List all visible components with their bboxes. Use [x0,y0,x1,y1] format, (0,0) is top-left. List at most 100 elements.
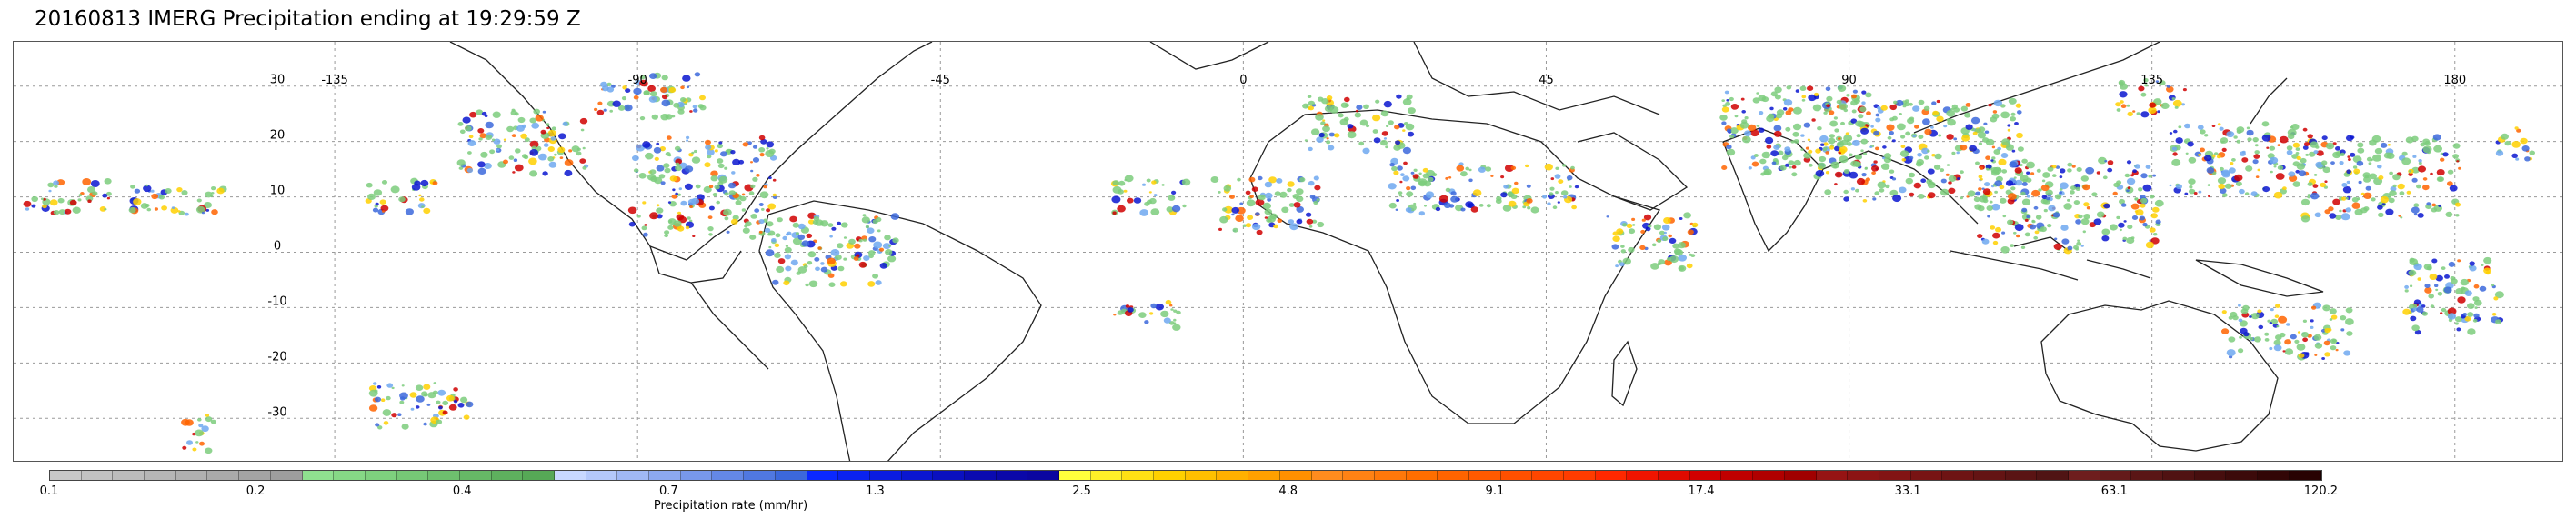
precipitation-cell [1235,215,1244,222]
precipitation-colorbar [49,470,2322,481]
precipitation-cell [2140,111,2150,118]
precipitation-cell [1526,184,1531,188]
colorbar-cell [555,471,586,480]
precipitation-cell [2366,156,2372,162]
precipitation-cell [2348,158,2351,161]
precipitation-cell [1803,152,1812,159]
precipitation-cell [2236,139,2241,144]
precipitation-cell [2431,203,2436,207]
precipitation-cell [2330,345,2337,351]
precipitation-cell [837,243,844,249]
precipitation-cell [2288,134,2295,140]
precipitation-cell [2034,230,2040,235]
precipitation-cell [1905,177,1913,185]
precipitation-cell [1316,198,1320,202]
precipitation-cell [766,141,775,148]
precipitation-cell [609,109,613,113]
precipitation-cell [2107,167,2113,173]
precipitation-cell [1111,195,1121,204]
precipitation-cell [1922,118,1930,125]
precipitation-cell [1148,191,1152,194]
precipitation-cell [1237,177,1241,182]
precipitation-cell [680,85,685,90]
precipitation-cell [1394,125,1400,130]
precipitation-cell [758,147,766,153]
precipitation-cell [1893,100,1898,105]
precipitation-cell [2253,336,2261,343]
precipitation-cell [2116,108,2121,112]
precipitation-cell [1817,126,1822,131]
precipitation-cell [1889,131,1894,135]
precipitation-cell [2157,110,2160,114]
precipitation-cell [2378,212,2384,217]
precipitation-cell [684,183,693,190]
precipitation-cell [2340,328,2345,332]
precipitation-cell [2140,197,2148,204]
precipitation-cell [1741,110,1746,114]
precipitation-cell [1306,218,1314,225]
precipitation-cell [1725,101,1730,106]
precipitation-cell [868,236,877,243]
precipitation-cell [1991,113,2000,119]
precipitation-cell [812,220,819,225]
precipitation-cell [2424,284,2431,288]
precipitation-cell [102,193,108,198]
precipitation-cell [2193,192,2198,195]
precipitation-cell [797,223,806,230]
coastlines [449,42,2324,461]
precipitation-cell [2067,245,2073,251]
precipitation-cell [2402,308,2411,315]
precipitation-cell [366,182,373,188]
precipitation-cell [432,181,438,185]
precipitation-cell [668,87,677,93]
precipitation-cell [707,149,715,155]
precipitation-cell [1496,196,1502,201]
precipitation-cell [2040,185,2050,192]
precipitation-cell [617,105,626,111]
precipitation-cell [1931,101,1937,105]
precipitation-cell [1569,185,1572,188]
precipitation-cell [454,400,458,404]
precipitation-cell [2269,346,2273,351]
precipitation-cell [2445,211,2453,217]
precipitation-cell [1381,131,1388,136]
precipitation-cell [1834,183,1838,186]
precipitation-cell [2060,168,2066,174]
precipitation-cell [661,94,668,100]
precipitation-cell [2311,305,2317,310]
precipitation-cell [1395,208,1398,211]
precipitation-cell [1900,135,1906,139]
precipitation-cell [1913,182,1921,189]
precipitation-cell [806,233,813,238]
precipitation-cell [1729,134,1735,139]
precipitation-cell [1557,201,1560,204]
precipitation-cell [759,153,765,157]
precipitation-cell [1899,186,1907,194]
colorbar-cell [649,471,681,480]
precipitation-cell [2324,352,2330,357]
precipitation-cell [2521,145,2530,152]
precipitation-cell [1170,308,1174,311]
precipitation-cell [1402,98,1412,105]
precipitation-cell [2428,294,2434,299]
precipitation-cell [2207,184,2210,186]
precipitation-cell [2239,335,2242,339]
precipitation-cell [1435,206,1441,212]
precipitation-cell [724,216,729,221]
precipitation-cell [2411,206,2420,214]
precipitation-cell [2020,191,2026,196]
precipitation-cell [1165,299,1172,305]
precipitation-cell [508,155,515,160]
precipitation-cell [2007,128,2011,132]
precipitation-cell [1917,153,1923,157]
precipitation-cell [2198,190,2202,194]
precipitation-cell [2010,186,2016,191]
precipitation-cell [1800,148,1804,151]
precipitation-cell [2070,185,2077,191]
precipitation-cell [2437,292,2443,296]
precipitation-cell [1877,181,1887,189]
precipitation-cell [2295,147,2300,151]
precipitation-cell [2188,178,2196,185]
precipitation-cell [523,155,529,160]
colorbar-cell [2100,471,2132,480]
